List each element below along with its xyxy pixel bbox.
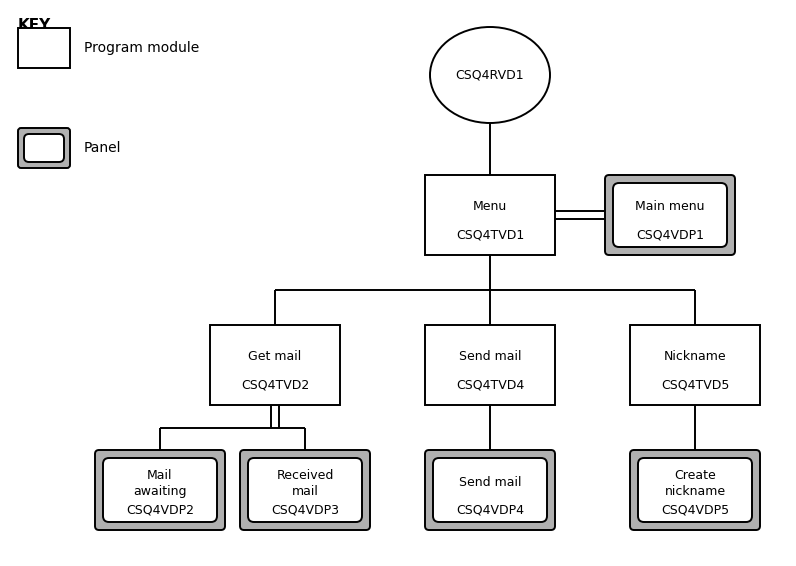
Text: Received
mail: Received mail	[276, 469, 334, 498]
FancyBboxPatch shape	[248, 458, 362, 522]
Text: Create
nickname: Create nickname	[665, 469, 726, 498]
Text: CSQ4TVD4: CSQ4TVD4	[456, 379, 524, 392]
Text: Mail
awaiting: Mail awaiting	[133, 469, 187, 498]
Bar	[630, 325, 760, 405]
Text: Get mail: Get mail	[248, 350, 302, 363]
Text: CSQ4TVD1: CSQ4TVD1	[456, 229, 524, 242]
Text: Nickname: Nickname	[664, 350, 726, 363]
Text: KEY: KEY	[18, 18, 51, 33]
Text: CSQ4RVD1: CSQ4RVD1	[455, 68, 525, 82]
Text: Send mail: Send mail	[458, 475, 521, 488]
Text: Main menu: Main menu	[635, 200, 704, 213]
Text: CSQ4VDP4: CSQ4VDP4	[456, 504, 524, 517]
Text: CSQ4VDP1: CSQ4VDP1	[636, 229, 704, 242]
Text: CSQ4VDP2: CSQ4VDP2	[126, 504, 194, 517]
Bar	[425, 325, 555, 405]
Text: Program module: Program module	[84, 41, 199, 55]
FancyBboxPatch shape	[605, 175, 735, 255]
Text: CSQ4TVD5: CSQ4TVD5	[661, 379, 729, 392]
Text: Send mail: Send mail	[458, 350, 521, 363]
FancyBboxPatch shape	[613, 183, 727, 247]
FancyBboxPatch shape	[18, 128, 70, 168]
Text: Panel: Panel	[84, 141, 122, 155]
Text: CSQ4VDP3: CSQ4VDP3	[271, 504, 339, 517]
FancyBboxPatch shape	[433, 458, 547, 522]
Text: CSQ4VDP5: CSQ4VDP5	[661, 504, 729, 517]
FancyBboxPatch shape	[240, 450, 370, 530]
Bar	[425, 175, 555, 255]
FancyBboxPatch shape	[638, 458, 752, 522]
Ellipse shape	[430, 27, 550, 123]
Bar	[210, 325, 340, 405]
FancyBboxPatch shape	[24, 134, 64, 162]
Bar	[18, 28, 70, 68]
Text: CSQ4TVD2: CSQ4TVD2	[241, 379, 309, 392]
FancyBboxPatch shape	[425, 450, 555, 530]
FancyBboxPatch shape	[103, 458, 217, 522]
Text: Menu: Menu	[473, 200, 507, 213]
FancyBboxPatch shape	[630, 450, 760, 530]
FancyBboxPatch shape	[95, 450, 225, 530]
